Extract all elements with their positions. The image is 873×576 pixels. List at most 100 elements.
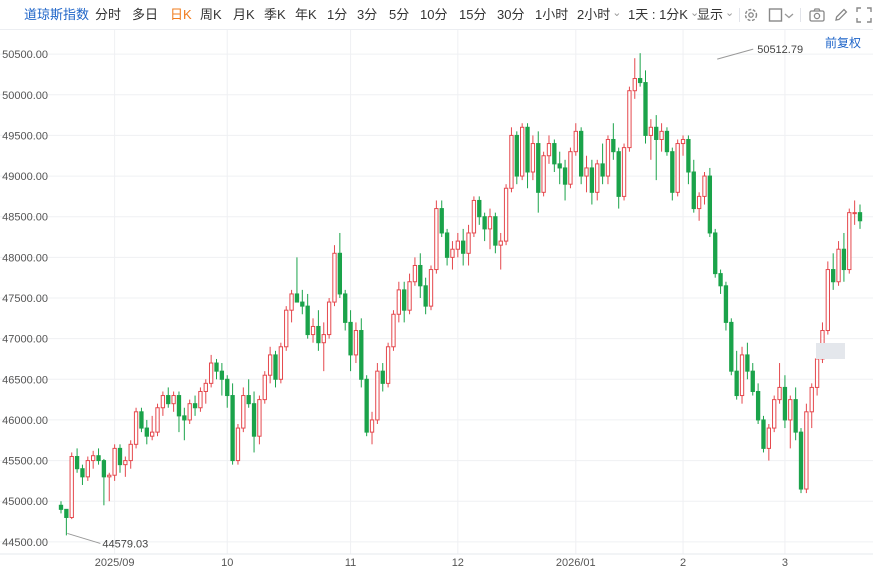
candle-body-up [530, 143, 536, 173]
square-icon[interactable] [767, 6, 785, 24]
period-tab-weekly-k[interactable]: 周K [200, 7, 222, 22]
candle-body-up [809, 386, 814, 413]
candle-body-up [739, 354, 745, 397]
candle-body-down [364, 378, 369, 433]
candle-body-down [477, 199, 482, 218]
period-tab-15min[interactable]: 15分 [459, 7, 487, 22]
candle-body-up [836, 248, 841, 283]
y-tick-label: 48500.00 [2, 212, 48, 224]
candle-body-down [670, 151, 675, 193]
candle-body-up [605, 138, 611, 177]
candle-body-up [267, 354, 273, 376]
candle-body-up [257, 399, 262, 437]
candle-body-up [772, 399, 777, 429]
candle-body-down [166, 395, 171, 405]
period-tab-10min[interactable]: 10分 [420, 7, 448, 22]
period-tab-yearly-k[interactable]: 年K [295, 7, 317, 22]
candle-body-down [348, 321, 353, 356]
candle-body-up [235, 427, 241, 462]
candle-body-up [509, 134, 514, 189]
candle-body-up [160, 395, 166, 409]
y-tick-label: 49500.00 [2, 130, 48, 142]
candle-body-down [343, 293, 348, 323]
candle-body-up [407, 281, 412, 311]
candle-body-down [273, 354, 278, 380]
candle-body-down [525, 126, 530, 173]
pencil-icon[interactable] [832, 6, 850, 24]
chevron-down-icon[interactable] [783, 6, 795, 24]
candle-body-up [487, 216, 493, 230]
candle-body-down [557, 163, 562, 169]
candle-body-down [80, 468, 85, 478]
candle-body-up [428, 269, 434, 307]
two-hour-dropdown[interactable]: 2小时 [577, 7, 621, 24]
candle-body-down [58, 504, 64, 510]
candle-body-down [578, 130, 584, 177]
candle-body-up [187, 403, 192, 421]
candle-body-down [664, 130, 670, 153]
candle-body-down [686, 138, 691, 173]
one-day-interval-dropdown[interactable]: 1天 : 1分K [628, 7, 699, 24]
candle-body-up [203, 382, 208, 392]
candle-body-up [128, 443, 133, 462]
candle-body-up [396, 289, 401, 315]
candle-body-down [461, 240, 466, 254]
candle-body-down [74, 456, 80, 470]
candle-body-down [713, 232, 718, 275]
candle-body-down [589, 167, 595, 193]
x-tick-label: 2025/09 [95, 557, 135, 569]
candle-body-down [616, 151, 621, 197]
candle-body-up [847, 212, 852, 271]
candlestick-chart[interactable]: 44500.00 45000.00 45500.00 46000.00 46500.00… [0, 30, 873, 576]
candle-body-down [64, 508, 69, 518]
candle-body-up [91, 455, 96, 462]
candle-body-up [369, 419, 375, 433]
candle-body-up [321, 334, 326, 344]
candle-body-down [251, 403, 257, 437]
candle-body-down [117, 447, 123, 466]
candle-body-down [493, 216, 498, 246]
candle-body-up [541, 155, 546, 193]
period-tab-30min[interactable]: 30分 [497, 7, 525, 22]
candle-body-down [402, 289, 407, 311]
index-name[interactable]: 道琼斯指数 [24, 7, 90, 22]
low-annotation-label: 44579.03 [102, 538, 148, 550]
candle-body-down [182, 415, 187, 421]
period-tab-quarterly-k[interactable]: 季K [264, 7, 286, 22]
candle-body-down [755, 390, 761, 421]
x-tick-label: 2 [680, 557, 686, 569]
candle-body-down [96, 455, 101, 462]
period-tab-multiday[interactable]: 多日 [132, 7, 159, 22]
camera-icon[interactable] [808, 6, 826, 24]
y-tick-label: 49000.00 [2, 171, 48, 183]
period-tab-monthly-k[interactable]: 月K [233, 7, 255, 22]
candle-body-up [107, 474, 112, 478]
display-dropdown[interactable]: 显示 [697, 7, 734, 24]
period-tab-3min[interactable]: 3分 [357, 7, 378, 22]
fullscreen-icon[interactable] [855, 6, 873, 24]
candle-body-up [471, 199, 477, 234]
period-tab-1hour[interactable]: 1小时 [535, 7, 569, 22]
candle-body-up [648, 126, 654, 136]
period-tab-5min[interactable]: 5分 [389, 7, 410, 22]
candle-body-up [568, 151, 573, 185]
candle-body-down [723, 285, 729, 323]
candle-body-up [595, 163, 600, 193]
gear-icon[interactable] [742, 6, 760, 24]
candle-body-up [412, 264, 418, 283]
candle-body-up [391, 313, 396, 348]
candle-body-up [777, 386, 782, 401]
period-tab-intraday[interactable]: 分时 [95, 7, 122, 22]
candle-body-down [482, 216, 487, 230]
x-tick-label: 3 [782, 557, 788, 569]
candle-body-up [385, 346, 391, 384]
candle-body-down [643, 82, 648, 136]
candle-body-down [562, 167, 568, 185]
candle-body-down [729, 321, 734, 372]
adjust-mode-link[interactable]: 前复权 [824, 36, 861, 50]
period-tab-1min[interactable]: 1分 [327, 7, 348, 22]
candle-body-down [761, 419, 766, 449]
period-tab-daily-k[interactable]: 日K [170, 7, 192, 22]
candle-body-down [246, 395, 251, 405]
y-tick-label: 45500.00 [2, 456, 48, 468]
